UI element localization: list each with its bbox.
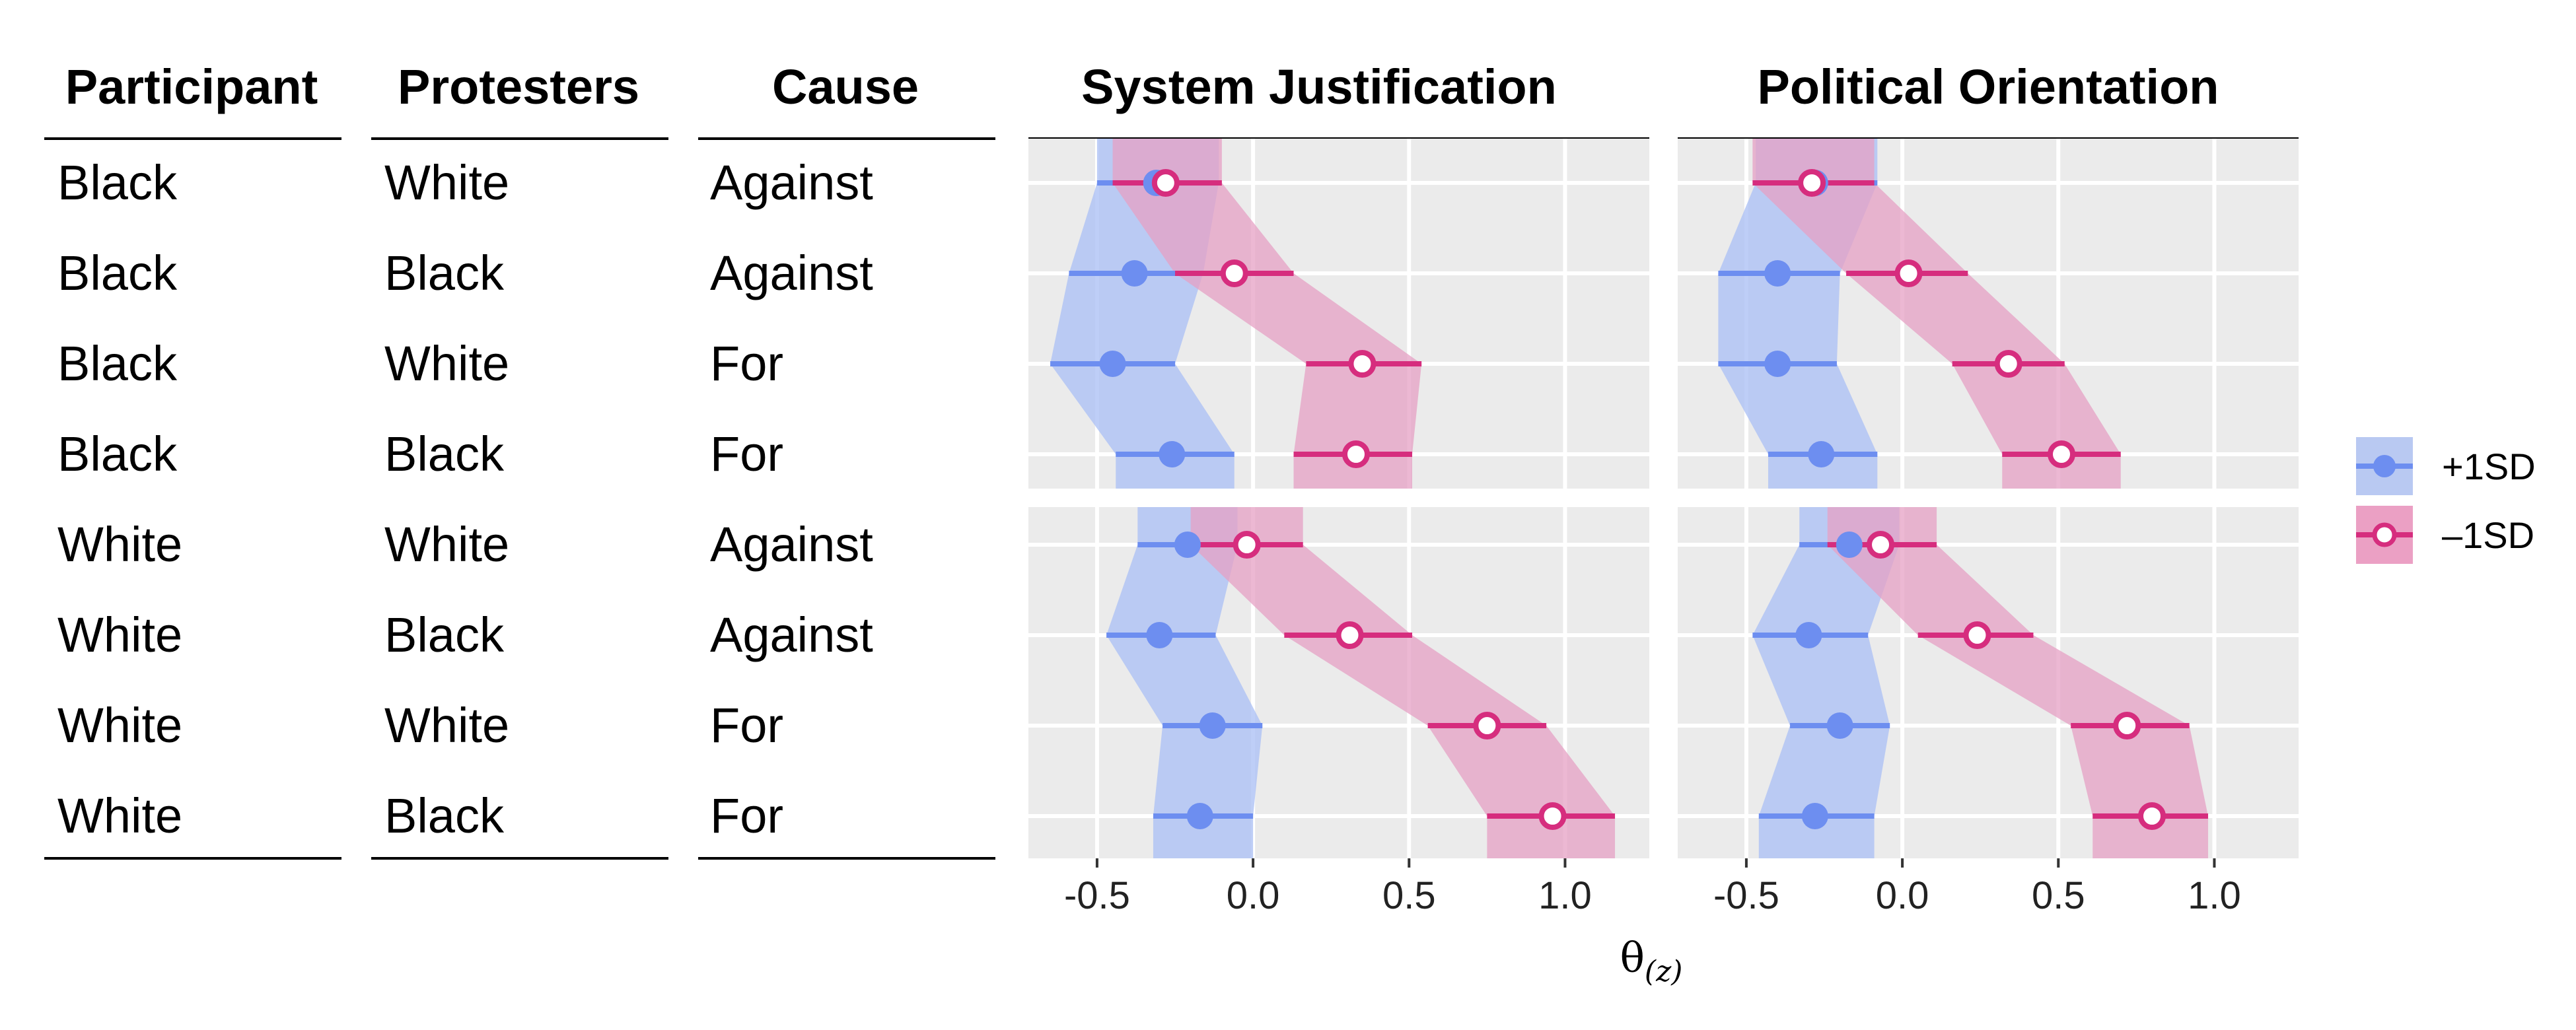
cell-participant: Black bbox=[57, 336, 178, 391]
cell-protesters: Black bbox=[384, 427, 505, 481]
data-point-minus1sd bbox=[1963, 621, 1991, 649]
header-participant: Participant bbox=[65, 59, 318, 114]
table-row: Black White For bbox=[57, 336, 783, 391]
cell-participant: Black bbox=[57, 246, 178, 300]
legend-item-plus1sd: +1SD bbox=[2356, 437, 2536, 495]
cell-participant: White bbox=[57, 517, 182, 572]
confidence-band-minus1sd bbox=[1827, 507, 2209, 858]
legend-key-marker bbox=[2373, 455, 2396, 477]
data-point-plus1sd bbox=[1174, 532, 1201, 558]
x-tick-label: -0.5 bbox=[1713, 874, 1779, 917]
confidence-band-plus1sd bbox=[1752, 507, 1900, 858]
data-point-minus1sd bbox=[1798, 169, 1826, 197]
table-row: White White Against bbox=[57, 517, 873, 572]
plot-area: -0.5 0.0 0.5 1.0 bbox=[1678, 139, 2299, 917]
data-point-minus1sd bbox=[1348, 350, 1377, 378]
x-tick-label: 0.0 bbox=[1876, 874, 1929, 917]
cell-cause: Against bbox=[710, 517, 873, 572]
legend: +1SD –1SD bbox=[2356, 437, 2536, 564]
x-tick-label: 0.0 bbox=[1227, 874, 1280, 917]
data-point-minus1sd bbox=[1233, 531, 1261, 559]
panel-title: System Justification bbox=[1081, 59, 1557, 114]
data-point-plus1sd bbox=[1764, 351, 1791, 377]
x-tick-label: -0.5 bbox=[1064, 874, 1130, 917]
data-point-plus1sd bbox=[1199, 712, 1226, 739]
table-row: White Black For bbox=[57, 788, 783, 843]
data-point-minus1sd bbox=[1220, 259, 1248, 287]
legend-label: –1SD bbox=[2442, 514, 2534, 556]
data-point-minus1sd bbox=[1894, 259, 1923, 287]
data-point-minus1sd bbox=[1473, 712, 1501, 739]
x-axis-label: θ(z) bbox=[1620, 934, 1683, 988]
cell-cause: For bbox=[710, 336, 783, 391]
confidence-band-plus1sd bbox=[1106, 507, 1263, 858]
data-point-plus1sd bbox=[1099, 351, 1126, 377]
table-row: White Black Against bbox=[57, 607, 873, 662]
data-point-plus1sd bbox=[1186, 803, 1213, 829]
confidence-band-minus1sd bbox=[1112, 139, 1422, 489]
x-axis-label-symbol: θ bbox=[1620, 934, 1645, 982]
cell-protesters: White bbox=[384, 155, 509, 210]
cell-cause: Against bbox=[710, 246, 873, 300]
data-point-minus1sd bbox=[2048, 440, 2076, 468]
table-row: Black White Against bbox=[57, 155, 873, 210]
cell-protesters: White bbox=[384, 517, 509, 572]
plot-area: -0.5 0.0 0.5 1.0 bbox=[1028, 139, 1649, 917]
cell-participant: Black bbox=[57, 155, 178, 210]
cell-cause: For bbox=[710, 427, 783, 481]
cell-participant: Black bbox=[57, 427, 178, 481]
cell-participant: White bbox=[57, 788, 182, 843]
data-point-plus1sd bbox=[1826, 712, 1853, 739]
cell-protesters: Black bbox=[384, 788, 505, 843]
panel-political-orientation: Political Orientation -0.5 0.0 0.5 1.0 bbox=[1678, 59, 2299, 917]
header-protesters: Protesters bbox=[398, 59, 639, 114]
legend-item-minus1sd: –1SD bbox=[2356, 506, 2534, 564]
confidence-band-minus1sd bbox=[1752, 139, 2121, 489]
x-tick-label: 1.0 bbox=[2188, 874, 2241, 917]
data-point-minus1sd bbox=[1151, 169, 1180, 197]
x-tick-label: 0.5 bbox=[1382, 874, 1436, 917]
table-row: Black Black For bbox=[57, 427, 783, 481]
data-point-minus1sd bbox=[2113, 712, 2141, 739]
data-point-plus1sd bbox=[1795, 622, 1822, 648]
cell-protesters: White bbox=[384, 336, 509, 391]
cell-participant: White bbox=[57, 607, 182, 662]
table-row: Black Black Against bbox=[57, 246, 873, 300]
table-row: White White For bbox=[57, 698, 783, 753]
legend-label: +1SD bbox=[2442, 446, 2536, 487]
cell-cause: For bbox=[710, 788, 783, 843]
panel-system-justification: System Justification -0.5 0.0 0.5 1.0 bbox=[1028, 59, 1649, 917]
x-axis-label-subscript: (z) bbox=[1645, 955, 1683, 988]
cell-participant: White bbox=[57, 698, 182, 753]
data-point-plus1sd bbox=[1836, 532, 1863, 558]
header-cause: Cause bbox=[772, 59, 919, 114]
x-tick-label: 1.0 bbox=[1538, 874, 1592, 917]
data-point-plus1sd bbox=[1808, 441, 1835, 467]
x-tick-label: 0.5 bbox=[2032, 874, 2085, 917]
data-point-minus1sd bbox=[1342, 440, 1370, 468]
cell-cause: For bbox=[710, 698, 783, 753]
cell-protesters: Black bbox=[384, 246, 505, 300]
data-point-plus1sd bbox=[1121, 260, 1148, 287]
cell-protesters: White bbox=[384, 698, 509, 753]
data-point-minus1sd bbox=[1867, 531, 1895, 559]
data-point-minus1sd bbox=[1538, 802, 1567, 830]
confidence-band-minus1sd bbox=[1190, 507, 1616, 858]
table: Participant Protesters Cause Black White… bbox=[44, 59, 995, 860]
data-point-plus1sd bbox=[1764, 260, 1791, 287]
legend-key-marker bbox=[2372, 522, 2397, 547]
cell-cause: Against bbox=[710, 155, 873, 210]
data-point-plus1sd bbox=[1159, 441, 1186, 467]
data-point-minus1sd bbox=[1336, 621, 1364, 649]
data-point-plus1sd bbox=[1146, 622, 1173, 648]
data-point-minus1sd bbox=[1994, 350, 2022, 378]
panel-title: Political Orientation bbox=[1758, 59, 2219, 114]
cell-protesters: Black bbox=[384, 607, 505, 662]
cell-cause: Against bbox=[710, 607, 873, 662]
data-point-minus1sd bbox=[2137, 802, 2166, 830]
data-point-plus1sd bbox=[1801, 803, 1828, 829]
